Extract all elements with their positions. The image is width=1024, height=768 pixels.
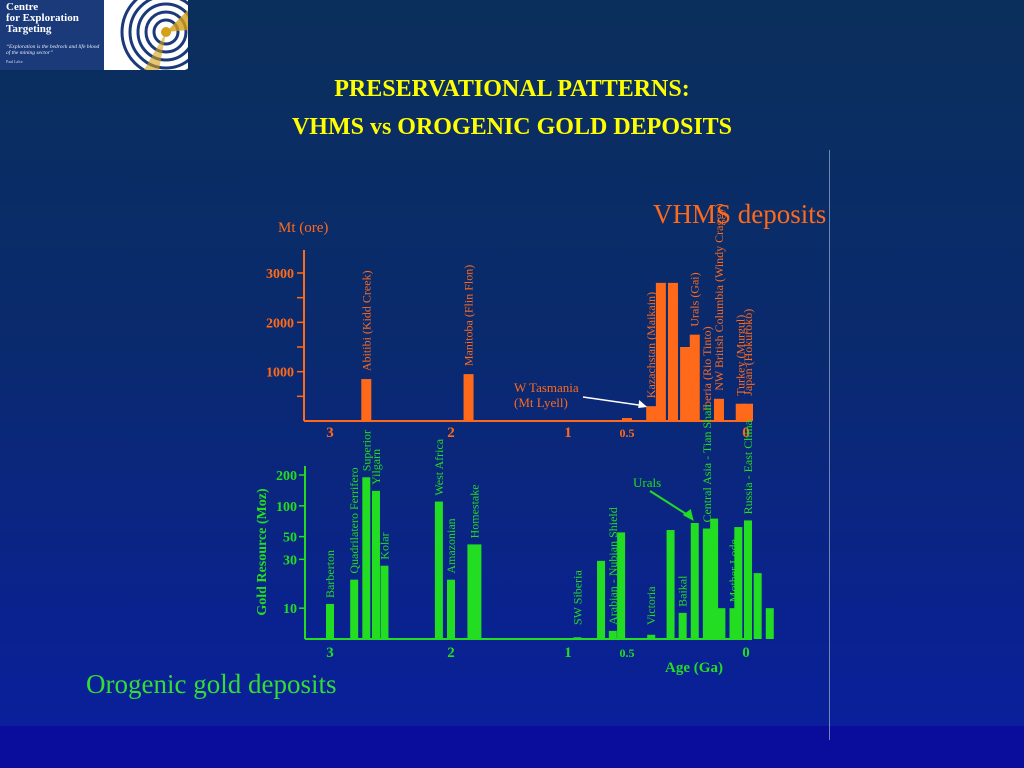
- gold-x-tick-label: 2: [447, 645, 455, 661]
- vhms-bar-label: Abitibi (Kidd Creek): [359, 270, 373, 371]
- vhms-bar-label: Kazachstan (Maikain): [644, 292, 658, 398]
- gold-bar: [371, 490, 380, 639]
- logo-name: Centre for Exploration Targeting: [6, 1, 79, 35]
- title-line-1: PRESERVATIONAL PATTERNS:: [334, 76, 690, 102]
- gold-bar: [690, 522, 699, 639]
- vhms-annotation-arrowhead: [638, 400, 648, 408]
- gold-bar: [467, 544, 482, 639]
- gold-annotation-arrowhead: [682, 508, 694, 521]
- gold-y-tick-label: 100: [276, 500, 297, 515]
- gold-x-axis-label: Age (Ga): [665, 660, 723, 676]
- vhms-bar: [361, 379, 372, 421]
- vhms-x-tick-label: 1: [564, 425, 572, 441]
- vhms-bar-label: NW British Columbia (Windy Craggy): [712, 204, 726, 391]
- gold-bar-label: Central Asia - Tian Shan: [700, 405, 714, 523]
- vhms-x-tick-label: 0.5: [620, 426, 635, 440]
- gold-bar-label: Amazonian: [444, 518, 458, 573]
- gold-bar: [597, 560, 606, 639]
- vhms-bar: [743, 403, 753, 421]
- gold-y-tick-label: 10: [283, 602, 297, 617]
- gold-bar: [710, 518, 719, 639]
- gold-y-tick-label: 200: [276, 469, 297, 484]
- vhms-bar-label: Iberia (Rio Tinto): [700, 326, 714, 411]
- gold-y-tick-label: 50: [283, 531, 297, 546]
- gold-bar-label: Baikal: [676, 575, 690, 607]
- gold-bar-label: Quadrilatero Ferrifero: [347, 467, 361, 573]
- vhms-bar: [667, 282, 678, 421]
- vhms-bar: [646, 406, 657, 421]
- gold-bar: [765, 608, 774, 639]
- gold-bar: [753, 573, 762, 639]
- gold-annotation-arrow: [649, 490, 692, 518]
- logo-target-icon: [104, 0, 188, 70]
- vhms-bar: [655, 282, 666, 421]
- gold-x-tick-label: 0: [742, 645, 750, 661]
- gold-bar: [729, 608, 738, 639]
- gold-bar: [608, 630, 617, 639]
- vhms-bar: [689, 334, 700, 421]
- title-line-2: VHMS vs OROGENIC GOLD DEPOSITS: [291, 114, 733, 140]
- vhms-bar-label: Urals (Gai): [688, 272, 702, 326]
- vhms-x-tick-label: 2: [447, 425, 455, 441]
- vhms-x-tick-label: 3: [326, 425, 334, 441]
- gold-y-tick-label: 30: [283, 553, 297, 568]
- vhms-annotation-line-1: W Tasmania: [514, 380, 579, 395]
- gold-bar-label: Homestake: [467, 484, 481, 538]
- gold-bar: [350, 579, 359, 639]
- gold-bar-label: SW Siberia: [570, 570, 584, 625]
- vhms-bar: [680, 347, 691, 421]
- gold-bar: [447, 579, 455, 639]
- gold-bar-label: West Africa: [432, 438, 446, 495]
- vhms-y-axis-label: Mt (ore): [278, 220, 328, 236]
- gold-bar: [744, 520, 752, 639]
- gold-bar-label: Arabian - Nubian Shield: [606, 507, 620, 625]
- bottom-band: [0, 726, 1024, 768]
- gold-bar-label: Victoria: [644, 586, 658, 625]
- gold-bar: [617, 532, 626, 639]
- gold-bar: [734, 527, 743, 639]
- gold-bar: [380, 565, 389, 639]
- vhms-bar-label: Japan (Hokuroko): [741, 309, 755, 396]
- gold-bar: [666, 530, 675, 639]
- divider-line: [829, 150, 830, 740]
- gold-bar-label: Russia - East China: [741, 419, 755, 514]
- gold-bar: [717, 608, 726, 639]
- gold-bar: [678, 612, 687, 639]
- vhms-bar: [735, 403, 746, 421]
- vhms-y-tick-label: 2000: [266, 316, 294, 331]
- vhms-x-tick-label: 0: [742, 425, 750, 441]
- vhms-bar-label: Turkey (Murgul): [734, 315, 748, 396]
- gold-y-axis-label: Gold Resource (Moz): [255, 488, 270, 616]
- vhms-annotation-line-2: (Mt Lyell): [514, 395, 568, 410]
- gold-x-tick-label: 3: [326, 645, 334, 661]
- gold-annotation-label: Urals: [633, 475, 661, 490]
- gold-bar-label: Barberton: [323, 550, 337, 598]
- vhms-caption: VHMS deposits: [653, 199, 827, 229]
- gold-bar: [702, 528, 711, 639]
- vhms-bar: [463, 374, 474, 421]
- logo-small-text: Paul Lalor: [6, 59, 23, 64]
- gold-bar-label: Kolar: [377, 532, 391, 559]
- vhms-bar: [622, 418, 632, 421]
- gold-bar: [434, 501, 443, 639]
- gold-bar: [326, 603, 334, 639]
- logo-tagline: “Exploration is the bedrock and life blo…: [6, 44, 100, 56]
- gold-x-tick-label: 1: [564, 645, 572, 661]
- gold-bar: [573, 637, 582, 639]
- vhms-annotation-arrow: [582, 396, 646, 407]
- gold-caption: Orogenic gold deposits: [86, 669, 337, 699]
- logo-panel: [0, 0, 104, 70]
- vhms-bar-label: Manitoba (Flin Flon): [462, 265, 476, 366]
- logo: Centre for Exploration Targeting “Explor…: [0, 0, 188, 70]
- gold-x-tick-label: 0.5: [620, 646, 635, 660]
- gold-bar-label: Yilgarn: [369, 449, 383, 485]
- vhms-bar: [713, 398, 724, 421]
- gold-bar: [362, 477, 371, 639]
- gold-bar-label: Superior: [359, 430, 373, 471]
- vhms-y-tick-label: 3000: [266, 267, 294, 282]
- gold-bar: [647, 634, 656, 639]
- vhms-y-tick-label: 1000: [266, 366, 294, 381]
